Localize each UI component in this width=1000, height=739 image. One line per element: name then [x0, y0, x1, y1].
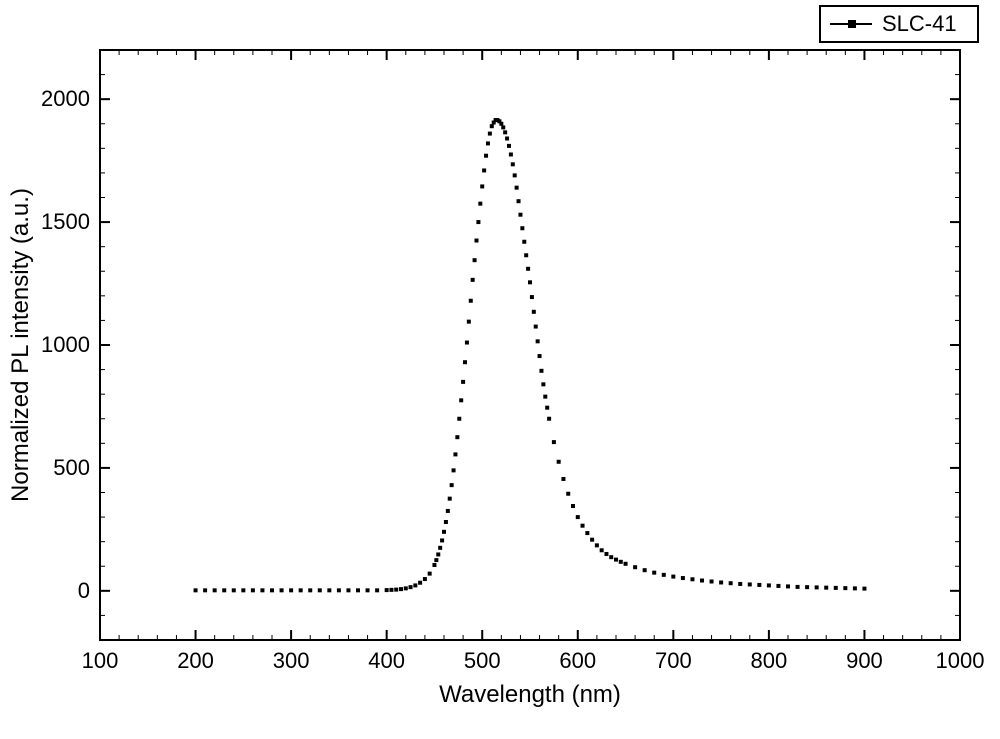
x-tick-label: 400: [368, 648, 405, 673]
y-tick-label: 1000: [41, 332, 90, 357]
x-tick-label: 800: [751, 648, 788, 673]
legend: SLC-41: [820, 6, 978, 42]
x-tick-label: 600: [559, 648, 596, 673]
legend-marker-icon: [848, 20, 856, 28]
pl-spectrum-chart: 100 200 300 400 500 600 700 800 900 1000 Wavelengt…: [0, 0, 1000, 739]
y-tick-label: 1500: [41, 209, 90, 234]
y-tick-label: 0: [78, 578, 90, 603]
x-tick-label: 100: [82, 648, 119, 673]
x-tick-label: 1000: [936, 648, 985, 673]
x-axis-label: Wavelength (nm): [439, 681, 621, 708]
x-tick-label: 500: [464, 648, 501, 673]
y-tick-label: 500: [53, 455, 90, 480]
x-tick-label: 300: [273, 648, 310, 673]
y-axis-label: Normalized PL intensity (a.u.): [7, 188, 34, 502]
x-tick-label: 900: [846, 648, 883, 673]
y-tick-label: 2000: [41, 86, 90, 111]
x-tick-label: 700: [655, 648, 692, 673]
legend-label: SLC-41: [882, 11, 957, 36]
x-tick-label: 200: [177, 648, 214, 673]
